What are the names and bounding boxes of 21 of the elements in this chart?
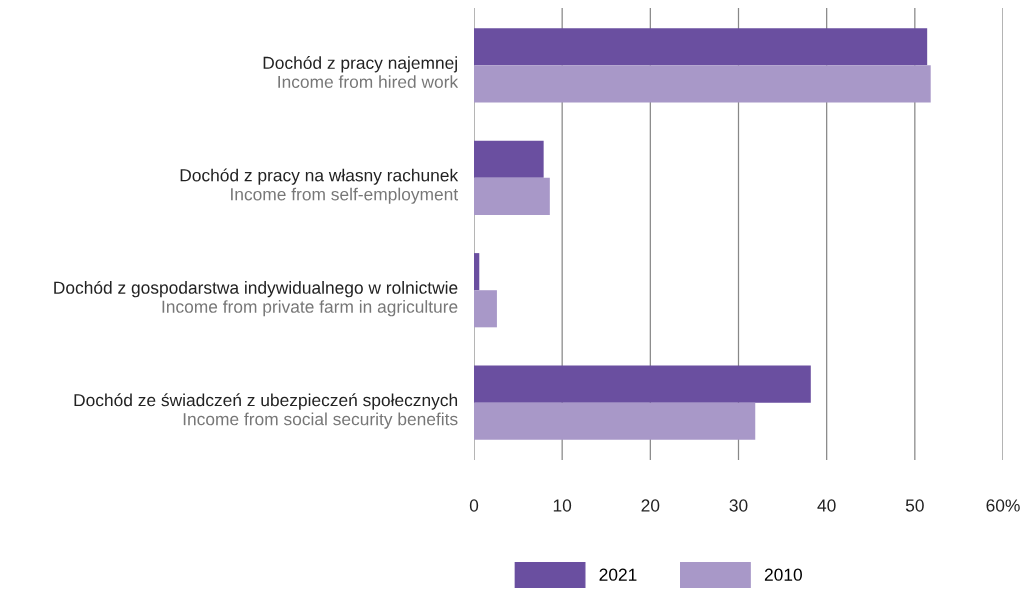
bar [474, 140, 544, 178]
bar [474, 177, 550, 215]
x-tick-label: 50 [905, 499, 924, 512]
x-tick-label: 10 [553, 499, 572, 512]
bar [474, 365, 811, 403]
bar [474, 28, 928, 66]
bar [474, 253, 480, 291]
y-tick-label: Dochód ze świadczeń z ubezpieczeń społecznych Income from social security benefits [74, 393, 458, 429]
y-tick-label: Dochód z pracy najemnej Income from hired work [263, 56, 459, 88]
legend-label: 2021 [599, 568, 637, 581]
x-tick-label: 60% [986, 499, 1020, 512]
x-tick-label: 0 [469, 499, 479, 512]
y-tick-label: Dochód z pracy na własny rachunek Income from self-employment [180, 168, 459, 204]
bar [474, 290, 497, 328]
legend-label: 2010 [764, 568, 802, 581]
x-tick-label: 30 [729, 499, 748, 512]
x-tick-label: 40 [817, 499, 836, 512]
bar [474, 65, 931, 103]
y-tick-label: Dochód z gospodarstwa indywidualnego w rolnictwie Income from private farm in agriculture [54, 280, 458, 317]
bar [474, 402, 756, 440]
x-tick-label: 20 [641, 499, 660, 512]
